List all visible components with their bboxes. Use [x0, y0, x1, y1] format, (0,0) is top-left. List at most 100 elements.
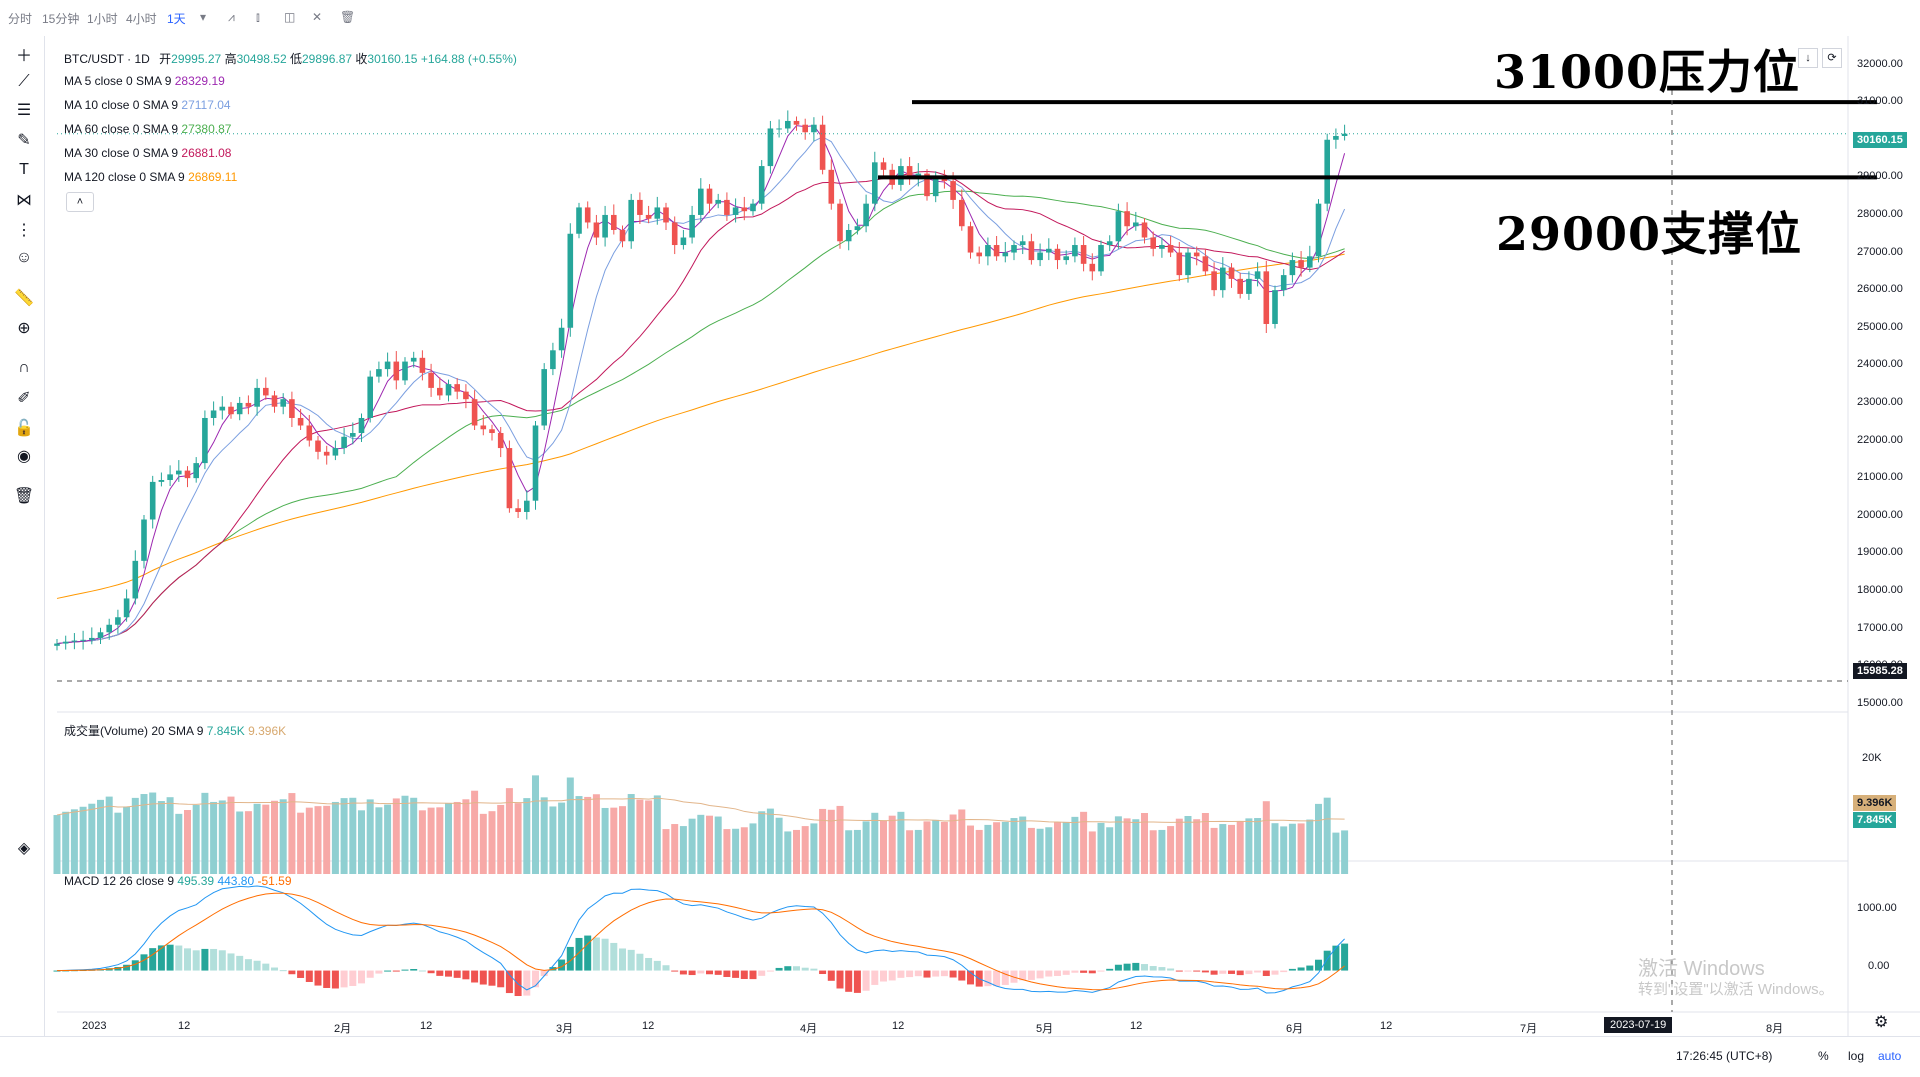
- ma10-legend[interactable]: MA 10 close 0 SMA 9 27117.04: [64, 98, 231, 112]
- auto-toggle[interactable]: auto: [1878, 1049, 1902, 1063]
- open-label: 开: [159, 52, 172, 66]
- macd-histogram-bar: [775, 967, 783, 971]
- volume-bar: [993, 822, 1001, 874]
- macd-signal-line: [56, 892, 1345, 991]
- candle-body: [1185, 252, 1191, 276]
- volume-bar: [375, 807, 383, 874]
- settings-gear-icon[interactable]: ⚙: [1874, 1014, 1889, 1031]
- macd-histogram-bar: [601, 938, 609, 971]
- layers-icon[interactable]: ◈: [17, 840, 31, 857]
- volume-bar: [1001, 821, 1009, 874]
- trendline-icon[interactable]: ⟋: [18, 73, 30, 90]
- candle-body: [811, 124, 817, 133]
- candle-body: [515, 508, 521, 512]
- windows-watermark-sub: 转到"设置"以激活 Windows。: [1638, 981, 1834, 998]
- volume-bar: [827, 809, 835, 874]
- trash-drawings-icon[interactable]: 🗑: [13, 488, 35, 505]
- macd-histogram-bar: [1123, 963, 1131, 971]
- candle-body: [306, 425, 313, 441]
- interval-tick[interactable]: 分时: [8, 12, 33, 26]
- macd-histogram-bar: [688, 970, 696, 976]
- macd-histogram-bar: [697, 970, 705, 974]
- log-toggle[interactable]: log: [1848, 1049, 1865, 1063]
- ruler-icon[interactable]: 📏: [14, 290, 34, 307]
- volume-bar: [1254, 818, 1262, 874]
- close-icon[interactable]: ✕: [312, 10, 323, 24]
- candle-body: [637, 199, 643, 215]
- candle-type-icon[interactable]: ⫾: [256, 10, 260, 24]
- candle-body: [376, 369, 382, 377]
- macd-histogram-bar: [497, 970, 505, 988]
- candle-body: [767, 128, 774, 167]
- volume-bar: [1245, 818, 1253, 874]
- camera-icon[interactable]: ◫: [284, 10, 296, 24]
- macd-legend[interactable]: MACD 12 26 close 9 495.39 443.80 -51.59: [64, 874, 292, 888]
- volume-bar: [558, 802, 566, 874]
- interval-15m[interactable]: 15分钟: [42, 12, 80, 26]
- volume-axis-label: 20K: [1862, 752, 1882, 764]
- candle-body: [715, 199, 721, 204]
- volume-bar: [1323, 797, 1331, 874]
- candle-body: [54, 643, 60, 646]
- macd-histogram-bar: [540, 970, 548, 977]
- candle-body: [1263, 271, 1270, 324]
- macd-histogram-bar: [888, 970, 896, 981]
- interval-1d[interactable]: 1天: [167, 12, 186, 26]
- lock-icon[interactable]: 🔓: [14, 420, 34, 437]
- macd-histogram-bar: [288, 970, 296, 975]
- volume-bar: [1210, 827, 1218, 874]
- collapse-legend-button[interactable]: ˄: [66, 192, 94, 212]
- macd-histogram-bar: [1332, 945, 1340, 971]
- crosshair-icon[interactable]: ＋: [15, 48, 32, 65]
- price-axis-label: 26000.00: [1857, 283, 1903, 296]
- zoom-icon[interactable]: ⊕: [17, 320, 31, 337]
- candle-body: [1315, 203, 1322, 257]
- ma30-legend[interactable]: MA 30 close 0 SMA 9 26881.08: [64, 146, 231, 160]
- volume-bar: [445, 803, 452, 874]
- lock-pencil-icon[interactable]: ✐: [17, 390, 31, 407]
- text-icon[interactable]: T: [19, 161, 29, 178]
- trash-icon[interactable]: 🗑: [340, 10, 356, 24]
- chevron-down-icon[interactable]: ▾: [200, 10, 207, 24]
- price-chart[interactable]: [0, 0, 1920, 1036]
- volume-legend[interactable]: 成交量(Volume) 20 SMA 9 7.845K 9.396K: [64, 722, 286, 739]
- price-axis-label: 29000.00: [1857, 170, 1903, 183]
- scroll-down-button[interactable]: ↓: [1798, 48, 1818, 68]
- volume-bar: [566, 777, 574, 874]
- macd-histogram-bar: [149, 948, 157, 971]
- macd-histogram-bar: [1236, 970, 1244, 976]
- volume-bar: [636, 799, 644, 874]
- measure-icon[interactable]: ⋮: [16, 222, 32, 239]
- candle-body: [750, 203, 756, 212]
- emoji-icon[interactable]: ☺: [15, 249, 33, 266]
- high-value: 30498.52: [236, 52, 287, 66]
- ma120-legend[interactable]: MA 120 close 0 SMA 9 26869.11: [64, 170, 237, 184]
- brush-icon[interactable]: ✎: [17, 132, 31, 149]
- refresh-icon[interactable]: ⟳: [1822, 48, 1842, 68]
- interval-1h[interactable]: 1小时: [87, 12, 118, 26]
- volume-bar: [1175, 818, 1183, 874]
- ma60-legend[interactable]: MA 60 close 0 SMA 9 27380.87: [64, 122, 231, 136]
- candle-body: [176, 470, 182, 475]
- macd-histogram-bar: [488, 970, 496, 986]
- candle-body: [350, 433, 356, 437]
- volume-sma-line: [56, 797, 1345, 824]
- volume-bar: [653, 795, 661, 874]
- interval-4h[interactable]: 4小时: [126, 12, 157, 26]
- percent-toggle[interactable]: %: [1818, 1049, 1829, 1063]
- pattern-icon[interactable]: ⋈: [16, 192, 32, 209]
- volume-bar: [427, 807, 435, 874]
- price-axis-label: 21000.00: [1857, 471, 1903, 484]
- support-annotation: 29000支撑位: [1496, 207, 1803, 261]
- eye-icon[interactable]: ◉: [17, 448, 31, 465]
- volume-bar: [532, 775, 539, 874]
- ma5-legend[interactable]: MA 5 close 0 SMA 9 28329.19: [64, 74, 225, 88]
- macd-histogram-bar: [679, 970, 687, 975]
- line-chart-icon[interactable]: ⩘: [228, 10, 235, 24]
- horizontal-lines-icon[interactable]: ☰: [16, 102, 32, 119]
- macd-histogram-bar: [384, 970, 392, 972]
- magnet-icon[interactable]: ∩: [18, 359, 30, 376]
- candle-body: [1333, 135, 1339, 140]
- candle-body: [854, 226, 861, 230]
- candle-body: [741, 207, 748, 212]
